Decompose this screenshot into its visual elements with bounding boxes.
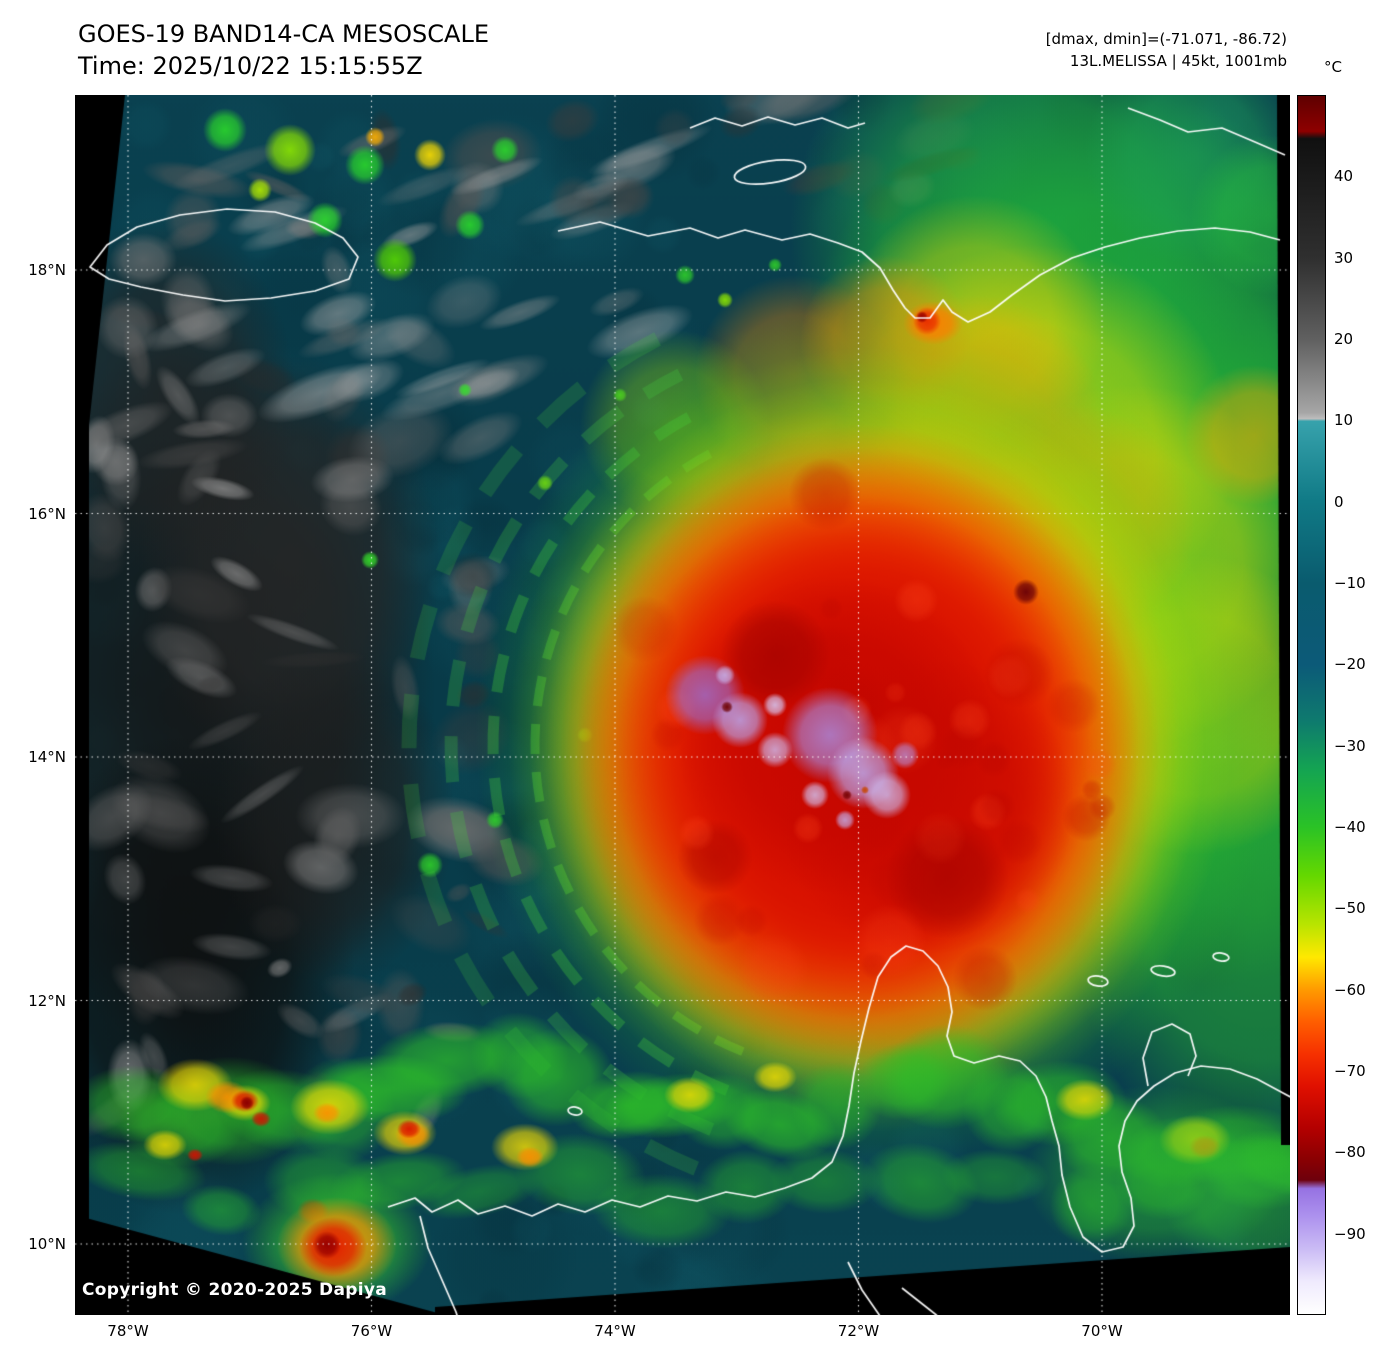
latitude-tick-label: 16°N: [28, 504, 66, 523]
copyright-watermark: Copyright © 2020-2025 Dapiya: [82, 1280, 387, 1300]
colorbar-tick-label: 10: [1334, 411, 1354, 430]
storm-info-readout: 13L.MELISSA | 45kt, 1001mb: [1069, 52, 1287, 70]
colorbar-tick-label: −60: [1334, 980, 1366, 999]
latitude-tick-label: 18°N: [28, 261, 66, 279]
colorbar-tick-label: −80: [1334, 1143, 1366, 1162]
image-title: GOES-19 BAND14-CA MESOSCALE: [78, 20, 489, 48]
info-block: [dmax, dmin]=(-71.071, -86.72) 13L.MELIS…: [1046, 28, 1287, 72]
latitude-tick-label: 12°N: [28, 991, 66, 1010]
colorbar-tick-label: 20: [1334, 330, 1354, 348]
colorbar-tick-label: 0: [1334, 492, 1344, 511]
colorbar-tick-label: −10: [1334, 574, 1366, 592]
longitude-tick-label: 72°W: [837, 1322, 880, 1340]
latitude-tick-label: 14°N: [28, 748, 66, 766]
dmax-dmin-readout: [dmax, dmin]=(-71.071, -86.72): [1045, 30, 1287, 48]
colorbar-tick-label: −20: [1334, 655, 1366, 674]
colorbar-tick-label: −30: [1334, 736, 1366, 755]
image-timestamp: Time: 2025/10/22 15:15:55Z: [78, 52, 423, 80]
longitude-tick-label: 76°W: [350, 1322, 393, 1340]
longitude-tick-label: 70°W: [1081, 1322, 1123, 1340]
colorbar-unit-label: °C: [1324, 58, 1342, 76]
colorbar-tick-label: 40: [1334, 167, 1354, 186]
colorbar-tick-label: −40: [1334, 818, 1366, 836]
colorbar-tick-label: −70: [1334, 1062, 1366, 1080]
longitude-tick-label: 78°W: [107, 1322, 149, 1340]
map-plot-area: [75, 95, 1290, 1315]
colorbar-tick-label: 30: [1334, 248, 1354, 267]
colorbar-tick-label: −90: [1334, 1224, 1366, 1243]
colorbar: [1297, 95, 1326, 1315]
longitude-tick-label: 74°W: [594, 1322, 636, 1340]
satellite-imagery-canvas: [75, 95, 1290, 1315]
title-block: GOES-19 BAND14-CA MESOSCALE Time: 2025/1…: [78, 18, 489, 82]
latitude-tick-label: 10°N: [28, 1235, 66, 1253]
colorbar-tick-label: −50: [1334, 899, 1366, 918]
